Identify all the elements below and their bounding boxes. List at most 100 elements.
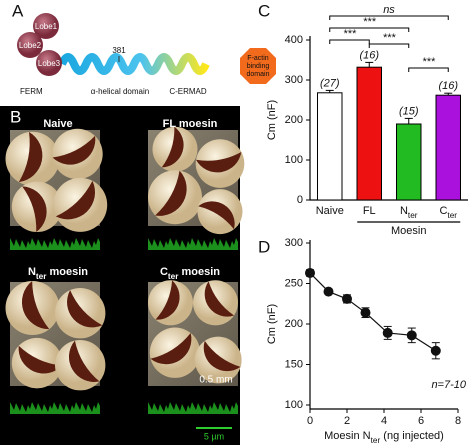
bar — [435, 94, 461, 201]
domain-label: α-helical domain — [91, 87, 149, 96]
n-label: (27) — [320, 77, 340, 89]
bar — [317, 92, 343, 201]
fluorescence-strip — [10, 238, 100, 250]
text-part: moesin — [46, 266, 88, 278]
condition-label: Cter moesin — [160, 266, 220, 281]
oocyte-pole — [155, 280, 180, 320]
y-tick-label: 100 — [285, 154, 303, 166]
y-tick-label: 300 — [285, 237, 303, 249]
oocyte-pole — [203, 340, 241, 372]
oocyte-pole — [155, 170, 187, 216]
y-tick-label: 150 — [285, 358, 303, 370]
lobe-label: Lobe3 — [38, 59, 61, 68]
y-tick-label: 250 — [285, 277, 303, 289]
n-label: (16) — [438, 80, 458, 92]
charts: 0 100 200 300 400 Cm (nF) (27) Naive (16) FL (15) N… — [266, 4, 468, 445]
bar — [356, 66, 382, 201]
group-label: Moesin — [391, 225, 426, 237]
scale-label: 0.5 mm — [199, 375, 232, 386]
oocyte-pole — [198, 201, 235, 230]
oocyte-pole — [196, 151, 242, 173]
oocyte-pole — [67, 290, 103, 328]
significance-bracket — [329, 15, 449, 20]
y-tick-label: 200 — [285, 318, 303, 330]
significance-label: ns — [383, 4, 395, 16]
text-part: Moesin N — [324, 430, 371, 442]
subscript: ter — [36, 272, 47, 281]
subscript: ter — [371, 436, 381, 445]
panel-label: C — [258, 1, 270, 20]
significance-bracket — [368, 43, 410, 48]
x-tick-label: Nter — [400, 205, 418, 220]
point — [406, 330, 417, 341]
text-part: FL — [363, 205, 376, 217]
text-part: (ng injected) — [380, 430, 444, 442]
oocyte-pole — [161, 126, 184, 168]
domain-label: F-actin — [247, 55, 269, 62]
panel-label: A — [12, 1, 24, 20]
text-part: C — [160, 266, 168, 278]
domain-label: C-ERMAD — [169, 87, 207, 96]
significance-bracket — [329, 39, 370, 44]
text-part: Naive — [316, 205, 344, 217]
y-tick-label: 400 — [285, 34, 303, 46]
y-axis-label: Cm (nF) — [266, 100, 278, 140]
x-tick-label: FL — [363, 205, 376, 217]
text-part: Naive — [43, 118, 72, 130]
lobe-label: Lobe2 — [19, 41, 42, 50]
oocyte-pole — [18, 132, 43, 183]
lobe — [17, 32, 43, 58]
x-tick-label: 0 — [307, 415, 313, 427]
text-part: C — [439, 205, 447, 217]
panel-label: D — [258, 237, 270, 256]
point — [323, 286, 334, 297]
panel-label: B — [10, 107, 21, 126]
subscript: ter — [447, 211, 457, 220]
text-part: moesin — [178, 266, 220, 278]
residue-label: 381 — [112, 46, 126, 55]
significance-label: *** — [363, 16, 377, 28]
point — [382, 327, 393, 338]
lobe-label: Lobe1 — [35, 22, 58, 31]
n-label: (15) — [399, 105, 419, 117]
line — [309, 272, 437, 352]
condition-label: FL moesin — [163, 118, 218, 130]
oocyte-pole — [150, 332, 192, 365]
bar — [396, 123, 422, 201]
condition-label: Naive — [43, 118, 72, 130]
oocyte-pole — [204, 281, 235, 317]
significance-label: *** — [422, 56, 436, 68]
domain-label: domain — [247, 71, 270, 78]
fluorescence-strip — [10, 402, 100, 414]
significance-bracket — [408, 67, 449, 72]
x-tick-label: 2 — [344, 415, 350, 427]
oocyte-pole — [68, 340, 100, 383]
lobe — [33, 13, 59, 39]
text-part: N — [400, 205, 408, 217]
significance-bracket — [329, 27, 410, 32]
y-tick-label: 200 — [285, 114, 303, 126]
x-tick-label: 8 — [455, 415, 461, 427]
domain-label: FERM — [20, 87, 43, 96]
point — [342, 293, 352, 304]
y-tick-label: 300 — [285, 74, 303, 86]
oocyte-pole — [52, 135, 96, 165]
scale-label: 5 µm — [204, 431, 224, 441]
x-tick-label: 6 — [418, 415, 424, 427]
x-tick-label: Naive — [316, 205, 344, 217]
y-axis-label: Cm (nF) — [266, 304, 278, 344]
text-part: N — [28, 266, 36, 278]
significance-label: *** — [343, 28, 357, 40]
micrographs — [5, 126, 245, 414]
subscript: ter — [168, 272, 179, 281]
point — [430, 345, 441, 356]
fluorescence-strip — [148, 402, 238, 414]
x-tick-label: Cter — [439, 205, 457, 220]
point — [305, 267, 315, 278]
significance-label: *** — [383, 32, 397, 44]
x-tick-label: 4 — [381, 415, 387, 427]
annotation: n=7-10 — [431, 379, 466, 391]
oocyte-pole — [21, 281, 50, 330]
text-part: FL moesin — [163, 118, 218, 130]
